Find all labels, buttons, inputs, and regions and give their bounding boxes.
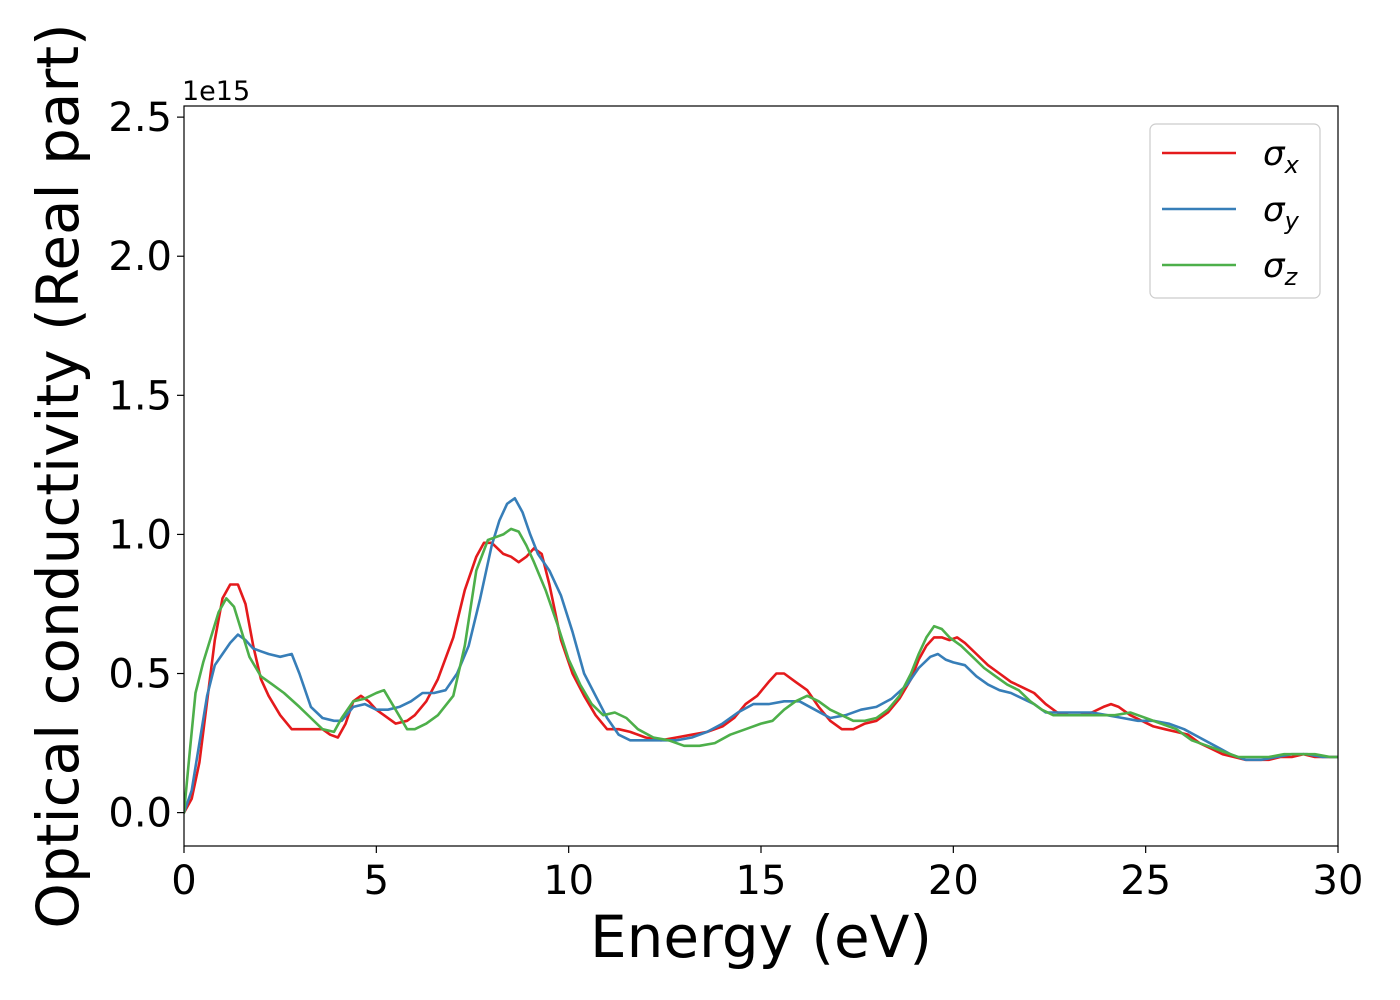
x-axis-label: Energy (eV)	[590, 903, 932, 971]
y-tick-label: 0.5	[108, 652, 172, 698]
y-tick-label: 1.5	[108, 373, 172, 419]
x-axis: 0 5 10 15 20 25 30	[171, 846, 1363, 904]
series-layer	[184, 496, 1338, 814]
x-tick-label: 15	[736, 858, 787, 904]
x-tick-label: 30	[1313, 858, 1364, 904]
x-tick-label: 10	[543, 858, 594, 904]
y-tick-label: 2.5	[108, 95, 172, 141]
legend-label-z: σz	[1263, 246, 1299, 291]
series-line-z	[184, 527, 1338, 814]
y-tick-label: 2.0	[108, 234, 172, 280]
legend-label-x: σx	[1263, 134, 1300, 179]
x-tick-label: 20	[928, 858, 979, 904]
x-tick-label: 5	[364, 858, 389, 904]
legend-box	[1149, 123, 1321, 299]
y-offset-text: 1e15	[182, 76, 250, 107]
legend: σx σy σz	[1149, 123, 1321, 299]
y-tick-label: 0.0	[108, 791, 172, 837]
legend-label-y: σy	[1263, 190, 1300, 235]
x-tick-label: 0	[171, 858, 196, 904]
y-tick-label: 1.0	[108, 512, 172, 558]
x-tick-label: 25	[1120, 858, 1171, 904]
y-axis-label: Optical conductivity (Real part)	[24, 23, 92, 928]
y-axis: 0.0 0.5 1.0 1.5 2.0 2.5	[108, 95, 184, 837]
